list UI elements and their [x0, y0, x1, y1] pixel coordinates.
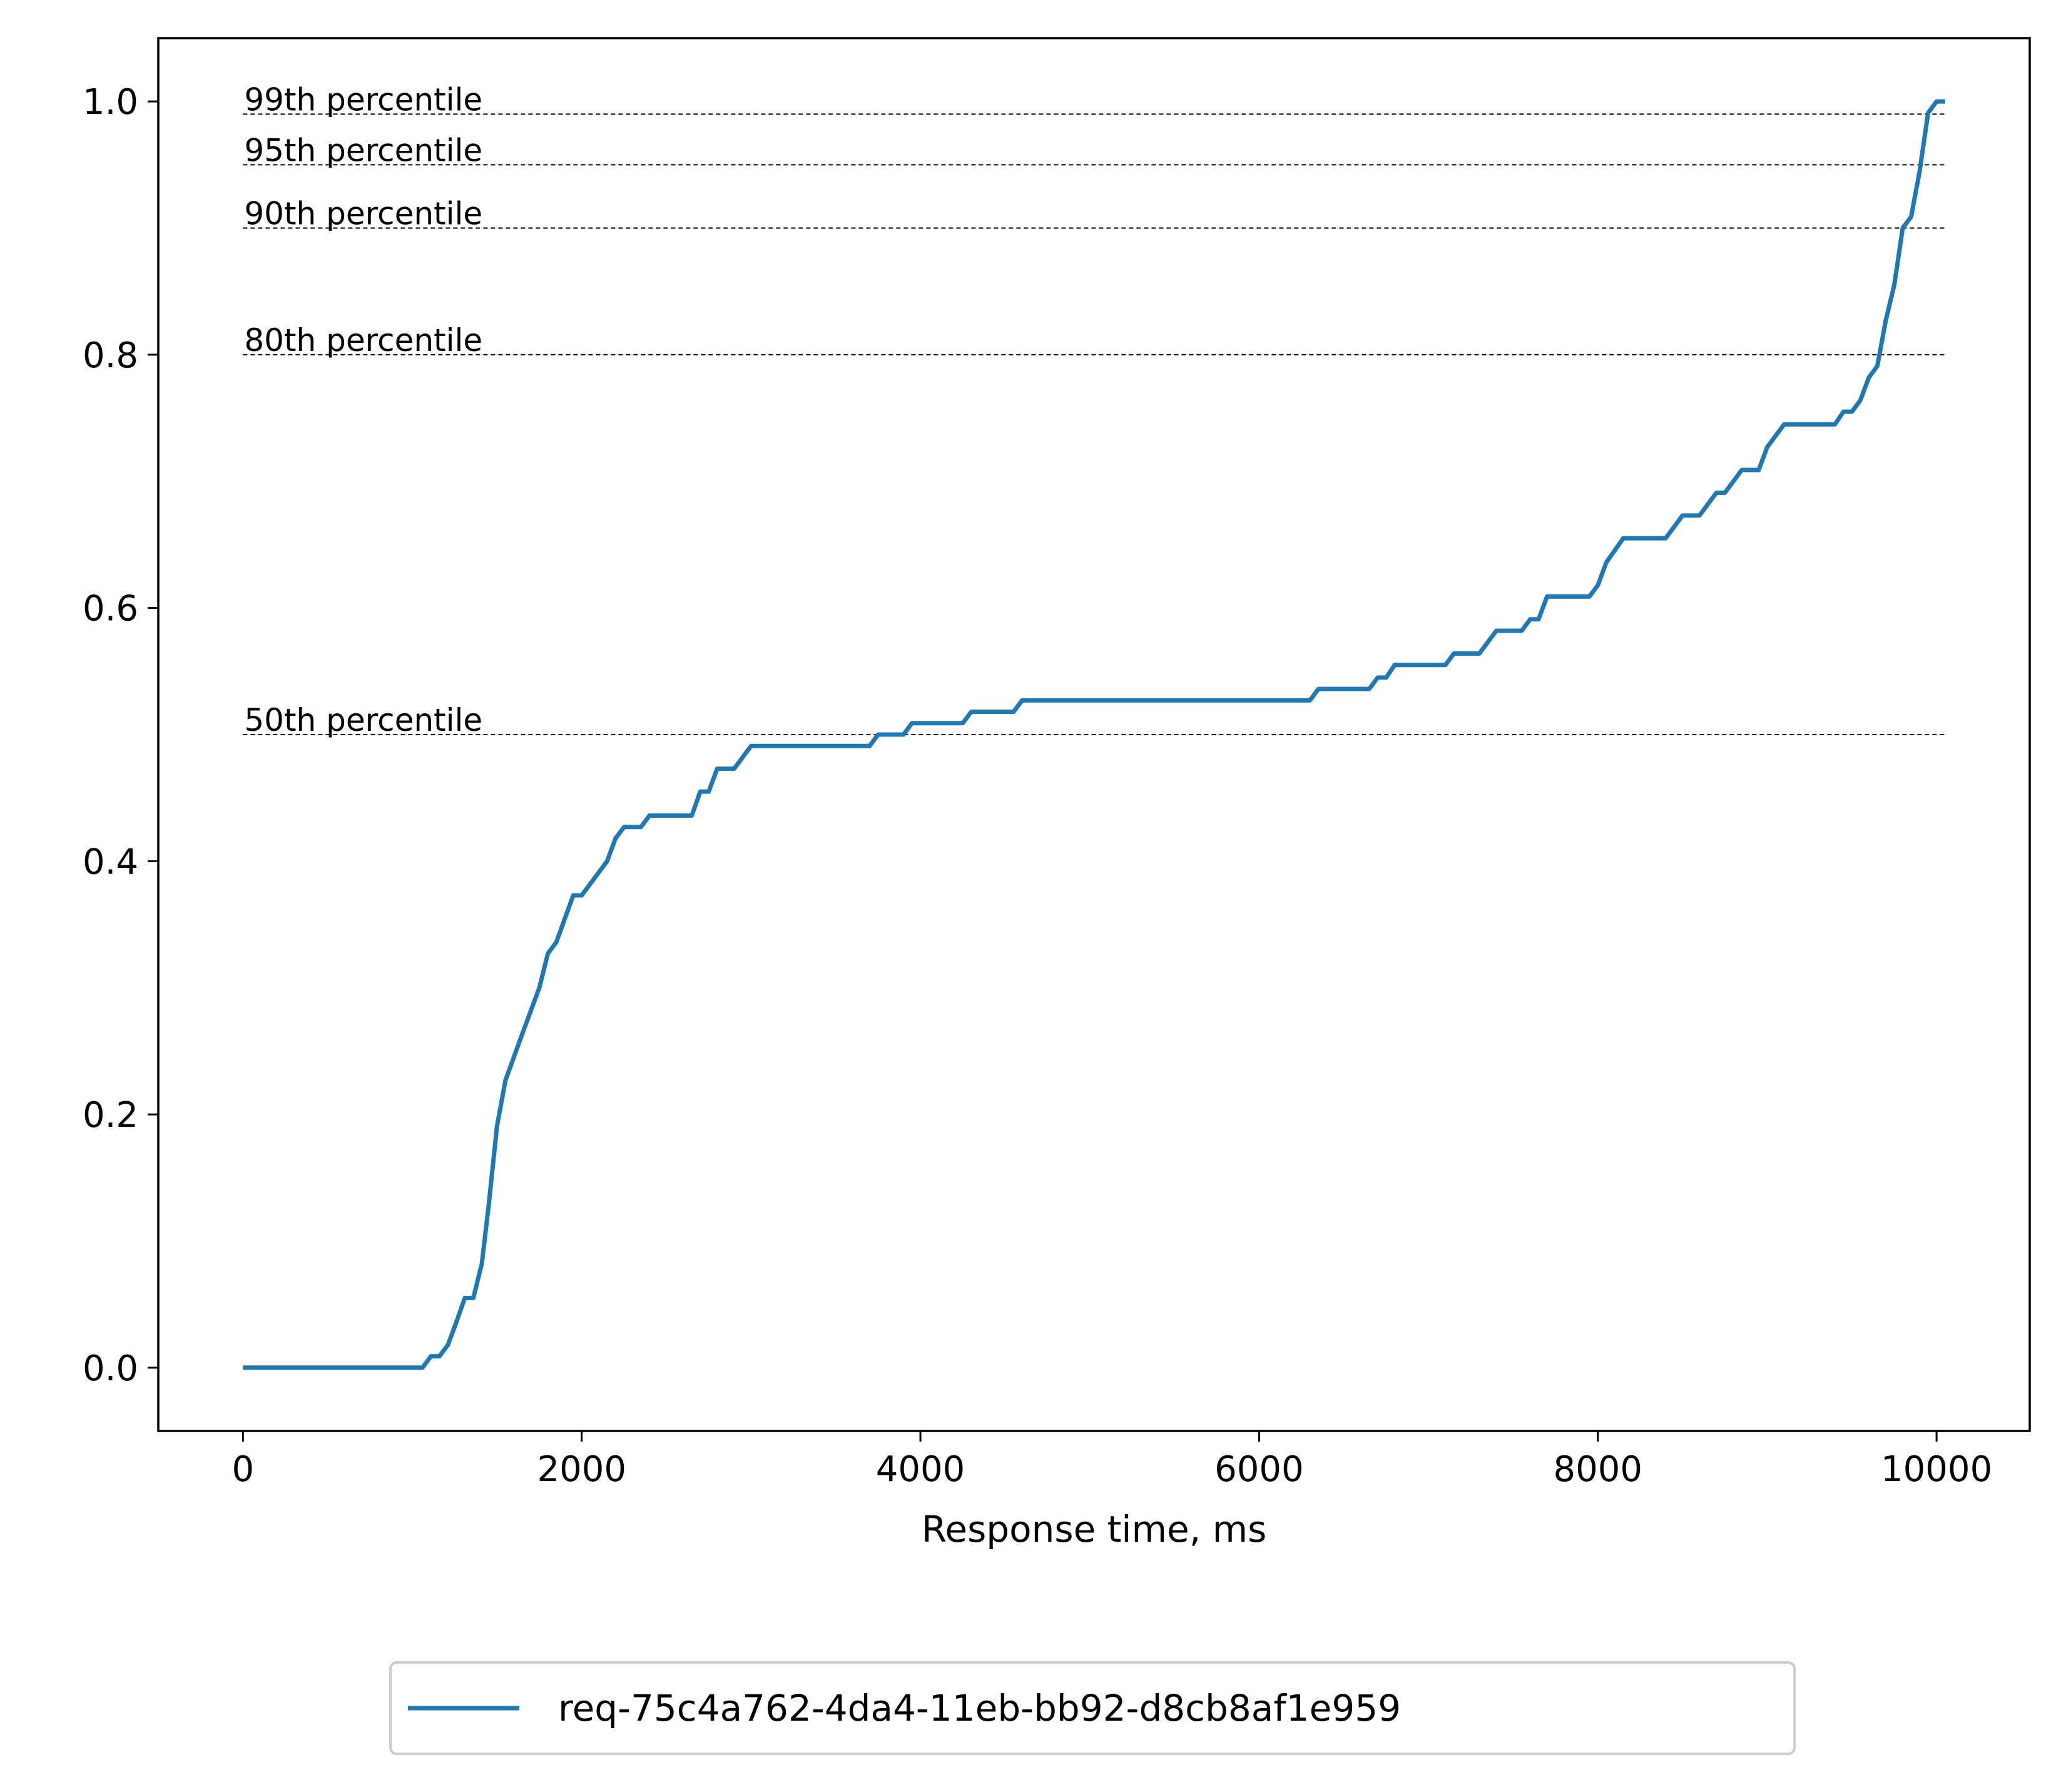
x-tick-label: 10000	[1881, 1449, 1992, 1490]
x-tick-label: 4000	[876, 1449, 965, 1490]
x-tick-label: 6000	[1214, 1449, 1304, 1490]
y-tick-label: 0.8	[83, 335, 138, 376]
percentile-label: 80th percentile	[244, 322, 482, 359]
percentile-label: 90th percentile	[244, 196, 482, 232]
percentile-label: 95th percentile	[244, 132, 482, 168]
x-tick-label: 2000	[537, 1449, 626, 1490]
plot-frame	[157, 37, 2031, 1432]
y-tick-label: 0.0	[83, 1348, 138, 1389]
percentile-label: 50th percentile	[244, 702, 482, 738]
y-tick-label: 0.6	[83, 589, 138, 629]
series-line	[243, 99, 1945, 1370]
percentile-label: 99th percentile	[244, 81, 482, 118]
x-axis-title: Response time, ms	[922, 1508, 1267, 1550]
y-tick-label: 0.4	[83, 842, 138, 882]
y-tick-label: 1.0	[83, 82, 138, 123]
y-tick-label: 0.2	[83, 1095, 138, 1136]
x-tick-label: 8000	[1554, 1449, 1643, 1490]
legend-box	[389, 1661, 1796, 1755]
x-axis: 0 2000 4000 6000 8000 10000	[232, 1431, 1992, 1490]
y-axis: 0.0 0.2 0.4 0.6 0.8 1.0	[83, 82, 158, 1389]
percentile-lines: 50th percentile 80th percentile 90th perce…	[243, 81, 1945, 738]
legend: req-75c4a762-4da4-11eb-bb92-d8cb8af1e959	[389, 1661, 1796, 1755]
legend-label: req-75c4a762-4da4-11eb-bb92-d8cb8af1e959	[558, 1687, 1401, 1729]
series-layer	[243, 99, 1945, 1370]
x-tick-label: 0	[232, 1449, 255, 1490]
